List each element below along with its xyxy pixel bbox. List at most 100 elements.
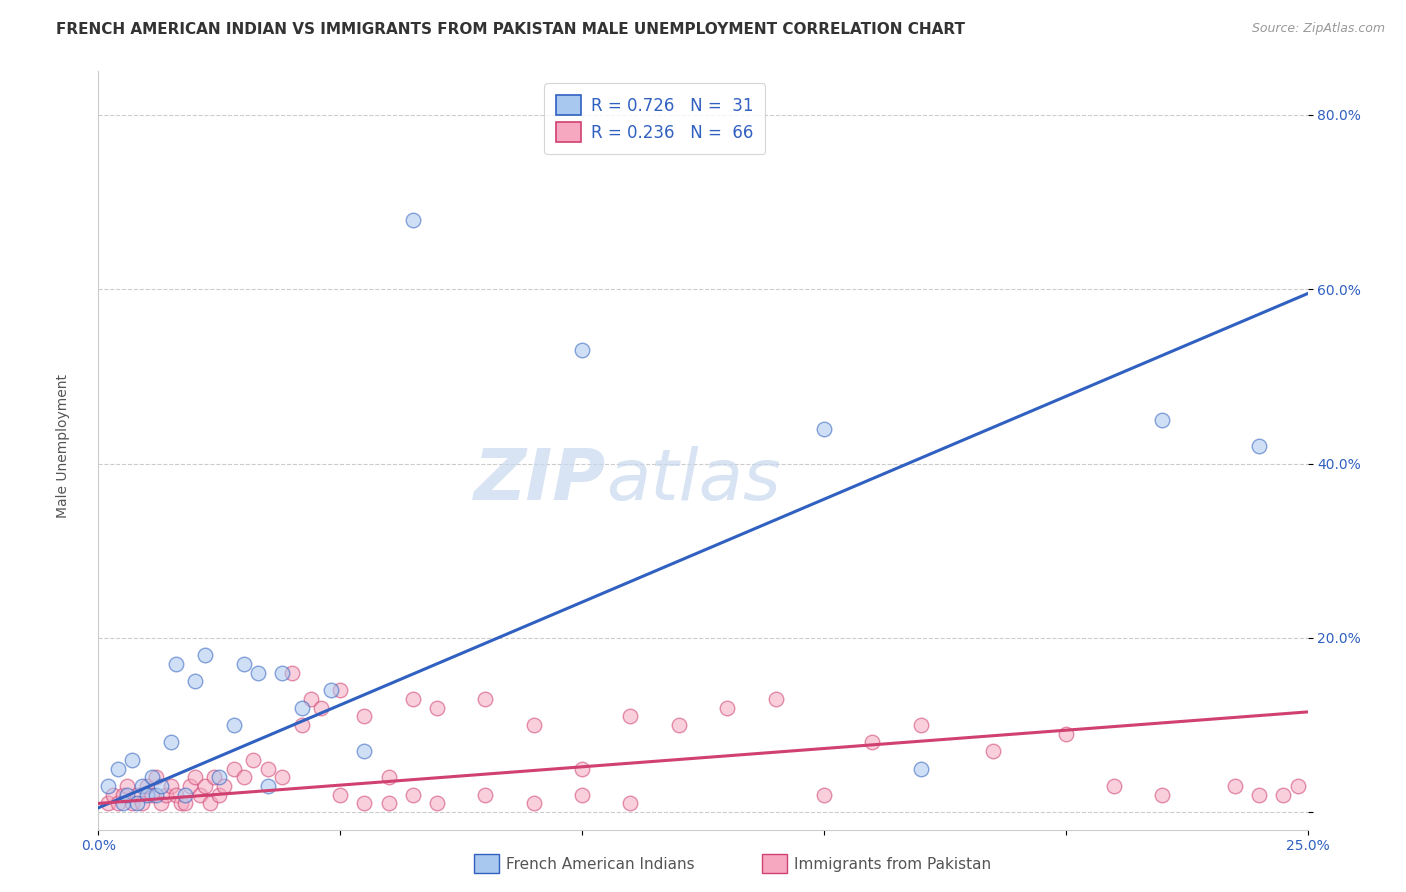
Point <box>571 343 593 358</box>
Point <box>813 422 835 436</box>
Point <box>402 212 425 227</box>
Point <box>619 709 641 723</box>
Point <box>150 779 173 793</box>
Point <box>165 788 187 802</box>
Point <box>319 683 342 698</box>
Point <box>271 665 294 680</box>
Point <box>127 788 149 802</box>
Point <box>523 797 546 811</box>
Point <box>179 779 201 793</box>
Point <box>127 797 149 811</box>
Point <box>1102 779 1125 793</box>
Point <box>256 762 278 776</box>
Point <box>353 744 375 758</box>
Point <box>232 770 254 784</box>
Point <box>194 648 217 663</box>
Text: French American Indians: French American Indians <box>506 857 695 871</box>
Point <box>141 770 163 784</box>
Point <box>174 797 197 811</box>
Point <box>174 788 197 802</box>
Point <box>377 797 399 811</box>
Text: Source: ZipAtlas.com: Source: ZipAtlas.com <box>1251 22 1385 36</box>
Point <box>204 770 226 784</box>
Point <box>145 770 167 784</box>
Point <box>184 674 207 689</box>
Point <box>212 779 235 793</box>
Point <box>165 657 187 671</box>
Point <box>222 718 245 732</box>
Point <box>860 735 883 749</box>
Point <box>97 797 120 811</box>
Point <box>281 665 304 680</box>
Point <box>135 779 157 793</box>
Point <box>107 797 129 811</box>
Point <box>426 797 449 811</box>
Point <box>208 770 231 784</box>
Point <box>353 709 375 723</box>
Point <box>155 788 177 802</box>
Point <box>111 797 134 811</box>
Point <box>117 788 139 802</box>
Point <box>571 762 593 776</box>
Point <box>668 718 690 732</box>
Point <box>135 788 157 802</box>
Point <box>271 770 294 784</box>
Point <box>523 718 546 732</box>
Point <box>107 762 129 776</box>
Point <box>402 788 425 802</box>
Text: Male Unemployment: Male Unemployment <box>56 374 70 518</box>
Point <box>309 700 332 714</box>
Point <box>765 691 787 706</box>
Point <box>1286 779 1309 793</box>
Point <box>619 797 641 811</box>
Point <box>1152 788 1174 802</box>
Point <box>1152 413 1174 427</box>
Text: ZIP: ZIP <box>474 446 606 516</box>
Point <box>188 788 211 802</box>
Point <box>290 718 312 732</box>
Point <box>426 700 449 714</box>
Text: Immigrants from Pakistan: Immigrants from Pakistan <box>794 857 991 871</box>
Point <box>121 753 143 767</box>
Point <box>150 797 173 811</box>
Point <box>474 788 496 802</box>
Point <box>232 657 254 671</box>
Point <box>1223 779 1246 793</box>
Point <box>571 788 593 802</box>
Point <box>981 744 1004 758</box>
Point <box>329 683 352 698</box>
Point <box>131 797 153 811</box>
Point <box>474 691 496 706</box>
Point <box>160 735 183 749</box>
Point <box>184 770 207 784</box>
Point <box>141 788 163 802</box>
Point <box>247 665 270 680</box>
Point <box>160 779 183 793</box>
Point <box>716 700 738 714</box>
Point <box>1249 439 1271 453</box>
Point <box>910 718 932 732</box>
Point <box>208 788 231 802</box>
Point <box>111 788 134 802</box>
Point <box>101 788 124 802</box>
Point <box>194 779 217 793</box>
Point <box>222 762 245 776</box>
Point <box>131 779 153 793</box>
Point <box>1054 727 1077 741</box>
Point <box>198 797 221 811</box>
Legend: R = 0.726   N =  31, R = 0.236   N =  66: R = 0.726 N = 31, R = 0.236 N = 66 <box>544 84 765 154</box>
Point <box>377 770 399 784</box>
Point <box>117 779 139 793</box>
Text: atlas: atlas <box>606 446 780 516</box>
Point <box>145 788 167 802</box>
Point <box>242 753 264 767</box>
Point <box>121 797 143 811</box>
Point <box>329 788 352 802</box>
Point <box>256 779 278 793</box>
Point <box>290 700 312 714</box>
Point <box>97 779 120 793</box>
Point <box>1272 788 1295 802</box>
Point <box>910 762 932 776</box>
Point <box>1249 788 1271 802</box>
Point <box>813 788 835 802</box>
